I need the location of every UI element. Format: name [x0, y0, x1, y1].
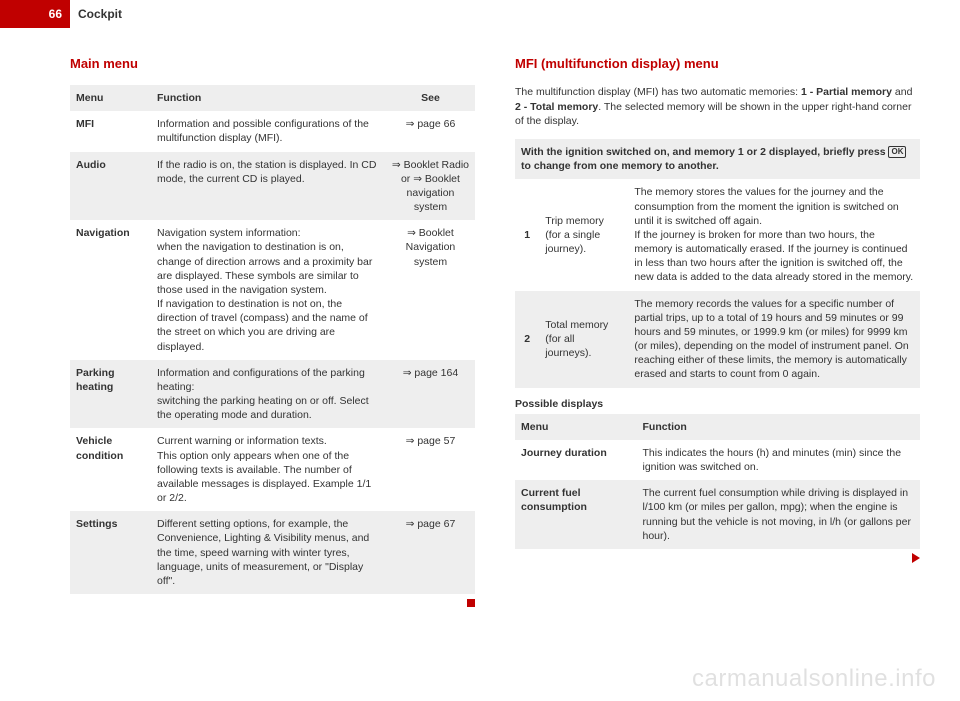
- col-function-header: Function: [151, 85, 386, 111]
- display-menu-cell: Current fuel consumption: [515, 480, 637, 549]
- function-cell: Navigation system information: when the …: [151, 220, 386, 360]
- main-menu-title: Main menu: [70, 56, 475, 71]
- function-cell: Current warning or information texts. Th…: [151, 428, 386, 511]
- col-see-header: See: [386, 85, 475, 111]
- table-row: 2 Total memory (for all journeys). The m…: [515, 291, 920, 388]
- display-function-cell: The current fuel consumption while drivi…: [637, 480, 921, 549]
- memory-num: 2: [515, 291, 539, 388]
- see-cell: ⇒ page 67: [386, 511, 475, 594]
- memory-label: Trip memory (for a single journey).: [539, 179, 628, 290]
- content-area: Main menu Menu Function See MFI Informat…: [0, 28, 960, 610]
- see-cell: ⇒ page 164: [386, 360, 475, 429]
- memory-desc: The memory records the values for a spec…: [628, 291, 920, 388]
- page-number: 66: [0, 0, 70, 28]
- left-column: Main menu Menu Function See MFI Informat…: [70, 56, 475, 610]
- display-menu-cell: Journey duration: [515, 440, 637, 480]
- displays-col-function: Function: [637, 414, 921, 440]
- end-marker: [70, 598, 475, 610]
- table-row: Current fuel consumption The current fue…: [515, 480, 920, 549]
- intro-bold2: 2 - Total memory: [515, 101, 598, 113]
- table-row: MFI Information and possible configurati…: [70, 111, 475, 151]
- table-row: Navigation Navigation system information…: [70, 220, 475, 360]
- function-cell: Information and possible configurations …: [151, 111, 386, 151]
- menu-cell: Navigation: [70, 220, 151, 360]
- section-name: Cockpit: [70, 0, 122, 28]
- table-row: Parking heating Information and configur…: [70, 360, 475, 429]
- mfi-intro-text: The multifunction display (MFI) has two …: [515, 85, 920, 129]
- menu-cell: Vehicle condition: [70, 428, 151, 511]
- menu-cell: Audio: [70, 152, 151, 221]
- menu-cell: MFI: [70, 111, 151, 151]
- table-row: Vehicle condition Current warning or inf…: [70, 428, 475, 511]
- page-header: 66 Cockpit: [0, 0, 960, 28]
- watermark-text: carmanualsonline.info: [692, 665, 936, 693]
- intro-text-mid: and: [892, 86, 912, 98]
- ok-button-icon: OK: [888, 146, 906, 158]
- memory-table-header: With the ignition switched on, and memor…: [515, 139, 920, 179]
- memory-header-pre: With the ignition switched on, and memor…: [521, 146, 888, 158]
- possible-displays-table: Menu Function Journey duration This indi…: [515, 414, 920, 549]
- see-cell: ⇒ page 57: [386, 428, 475, 511]
- see-cell: ⇒ Booklet Radio or ⇒ Booklet navigation …: [386, 152, 475, 221]
- possible-displays-title: Possible displays: [515, 398, 920, 410]
- continue-triangle-icon: [912, 553, 920, 563]
- function-cell: Information and configurations of the pa…: [151, 360, 386, 429]
- function-cell: Different setting options, for example, …: [151, 511, 386, 594]
- table-row: Settings Different setting options, for …: [70, 511, 475, 594]
- see-cell: ⇒ page 66: [386, 111, 475, 151]
- table-row: Journey duration This indicates the hour…: [515, 440, 920, 480]
- display-function-cell: This indicates the hours (h) and minutes…: [637, 440, 921, 480]
- table-row: Audio If the radio is on, the station is…: [70, 152, 475, 221]
- table-row: 1 Trip memory (for a single journey). Th…: [515, 179, 920, 290]
- right-column: MFI (multifunction display) menu The mul…: [515, 56, 920, 610]
- menu-cell: Settings: [70, 511, 151, 594]
- main-menu-table: Menu Function See MFI Information and po…: [70, 85, 475, 594]
- intro-bold1: 1 - Partial memory: [801, 86, 892, 98]
- memory-desc: The memory stores the values for the jou…: [628, 179, 920, 290]
- displays-col-menu: Menu: [515, 414, 637, 440]
- continue-marker: [515, 553, 920, 566]
- memory-label: Total memory (for all journeys).: [539, 291, 628, 388]
- function-cell: If the radio is on, the station is displ…: [151, 152, 386, 221]
- menu-cell: Parking heating: [70, 360, 151, 429]
- intro-text-pre: The multifunction display (MFI) has two …: [515, 86, 801, 98]
- col-menu-header: Menu: [70, 85, 151, 111]
- see-cell: ⇒ Booklet Navigation system: [386, 220, 475, 360]
- end-square-icon: [467, 599, 475, 607]
- memory-header-post: to change from one memory to another.: [521, 160, 719, 172]
- mfi-menu-title: MFI (multifunction display) menu: [515, 56, 920, 71]
- memory-num: 1: [515, 179, 539, 290]
- memory-table: With the ignition switched on, and memor…: [515, 139, 920, 388]
